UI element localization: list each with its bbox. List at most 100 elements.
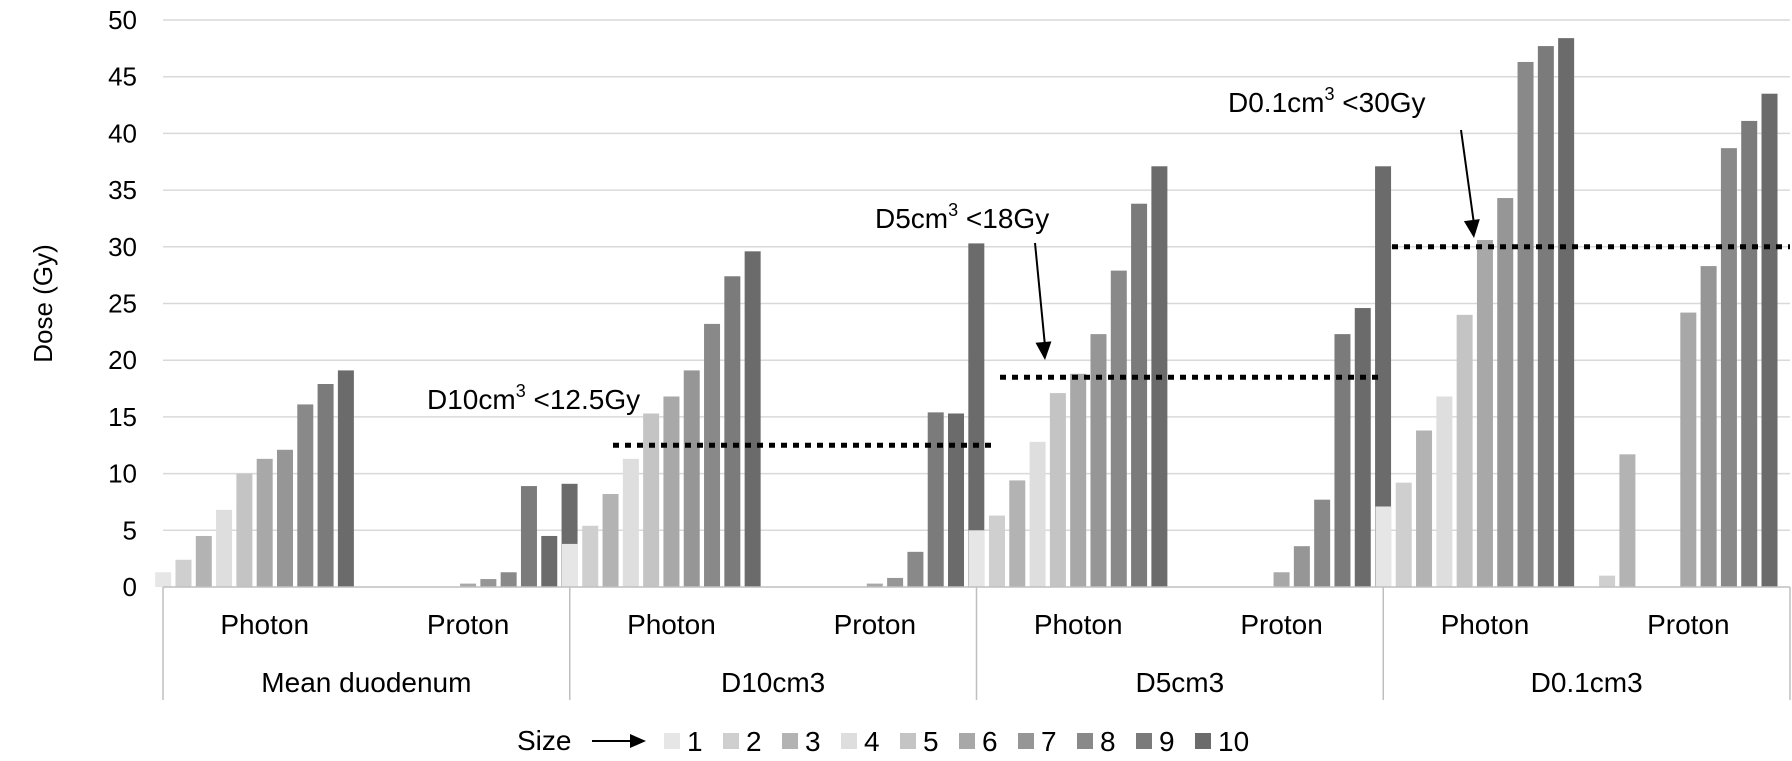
threshold-lines: D10cm3 <12.5Gy D5cm3 <18Gy D0.1cm3 <30Gy <box>427 84 1790 448</box>
bar <box>155 572 172 587</box>
threshold-label: D10cm3 <12.5Gy <box>427 381 640 415</box>
group-label: D0.1cm3 <box>1531 667 1643 698</box>
bar <box>1497 198 1514 587</box>
threshold-arrowhead <box>1463 219 1480 238</box>
legend-arrowhead <box>630 734 646 748</box>
legend-entry: 1 <box>687 726 703 757</box>
bar <box>1334 334 1351 587</box>
x-tick-label: Photon <box>1441 609 1530 640</box>
bar <box>1395 482 1412 587</box>
y-tick-label: 15 <box>108 402 137 432</box>
bar <box>1416 430 1433 587</box>
legend-title: Size <box>517 725 571 756</box>
y-tick-label: 50 <box>108 5 137 35</box>
bar <box>1720 148 1737 587</box>
x-tick-label: Photon <box>220 609 309 640</box>
group-label: D5cm3 <box>1136 667 1225 698</box>
y-tick-label: 5 <box>123 515 137 545</box>
x-axis: Photon Proton Photon Proton Photon Proton Phot… <box>162 586 1791 700</box>
bar <box>683 370 700 587</box>
bar <box>988 515 1005 587</box>
threshold-arrowhead <box>1035 341 1052 360</box>
legend-swatch <box>1077 733 1093 749</box>
bar <box>1436 396 1453 587</box>
bar <box>744 251 761 587</box>
legend-swatch <box>1018 733 1034 749</box>
y-axis-ticks: 0 5 10 15 20 25 30 35 40 45 50 <box>108 5 137 602</box>
bars <box>155 38 1778 588</box>
legend-entry: 5 <box>923 726 939 757</box>
bar <box>1354 308 1371 587</box>
legend-entry: 6 <box>982 726 998 757</box>
legend-swatch <box>959 733 975 749</box>
x-tick-label: Photon <box>1034 609 1123 640</box>
bar <box>948 413 965 587</box>
bar <box>561 543 578 587</box>
bar <box>1456 314 1473 587</box>
x-tick-label: Proton <box>1647 609 1730 640</box>
legend-entry: 10 <box>1218 726 1249 757</box>
bar <box>1517 61 1534 587</box>
bar <box>622 458 639 587</box>
bar <box>907 551 924 587</box>
legend-swatch <box>841 733 857 749</box>
bar <box>968 530 985 587</box>
bar <box>276 449 293 587</box>
legend-swatch <box>664 733 680 749</box>
bar <box>175 559 192 587</box>
bar <box>256 458 273 587</box>
bar <box>704 323 721 587</box>
legend-entry: 9 <box>1159 726 1175 757</box>
bar <box>1293 546 1310 587</box>
y-tick-label: 35 <box>108 175 137 205</box>
y-axis-label: Dose (Gy) <box>28 244 58 362</box>
bar <box>500 572 517 587</box>
legend: Size 1 2 3 4 5 6 7 8 9 10 <box>517 725 1249 757</box>
bar <box>1476 239 1493 587</box>
y-tick-label: 10 <box>108 459 137 489</box>
bar <box>887 577 904 587</box>
legend-swatch <box>782 733 798 749</box>
bar <box>1375 166 1392 587</box>
bar <box>1049 393 1066 587</box>
legend-entry: 2 <box>746 726 762 757</box>
bar <box>297 404 314 587</box>
bar <box>1761 93 1778 588</box>
y-tick-label: 40 <box>108 118 137 148</box>
x-tick-label: Photon <box>627 609 716 640</box>
bar <box>1070 373 1087 587</box>
legend-entry: 7 <box>1041 726 1057 757</box>
bar <box>724 276 741 587</box>
y-tick-label: 20 <box>108 345 137 375</box>
bar <box>1558 38 1575 588</box>
group-label: Mean duodenum <box>261 667 471 698</box>
y-tick-label: 45 <box>108 62 137 92</box>
bar <box>1537 46 1554 587</box>
legend-entry: 8 <box>1100 726 1116 757</box>
legend-swatch <box>1195 733 1211 749</box>
bar <box>1619 454 1636 587</box>
bar <box>1680 312 1697 587</box>
bar <box>927 412 944 587</box>
y-tick-label: 30 <box>108 232 137 262</box>
legend-swatch <box>723 733 739 749</box>
threshold-arrow <box>1034 242 1046 347</box>
bar <box>520 486 537 587</box>
bar <box>541 535 558 587</box>
bar <box>1110 270 1127 587</box>
legend-swatch <box>900 733 916 749</box>
x-tick-label: Proton <box>427 609 510 640</box>
bar <box>337 370 354 587</box>
bar <box>643 413 660 587</box>
y-tick-label: 25 <box>108 289 137 319</box>
legend-swatch <box>1136 733 1152 749</box>
bar <box>968 243 985 587</box>
bar <box>317 384 334 587</box>
bar <box>460 583 477 587</box>
bar <box>236 473 253 587</box>
bar <box>663 396 680 587</box>
bar <box>1029 441 1046 587</box>
group-label: D10cm3 <box>721 667 825 698</box>
bar <box>1599 575 1616 587</box>
bar <box>480 579 497 587</box>
